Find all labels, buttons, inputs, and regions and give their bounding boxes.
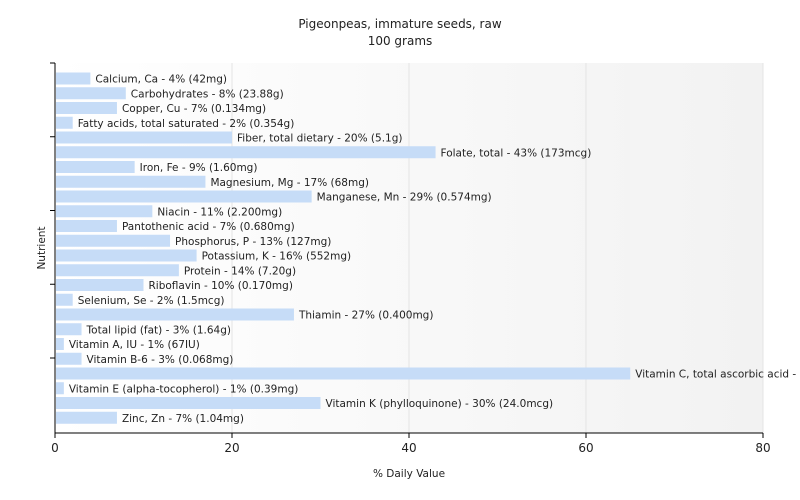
bar-21 [56, 382, 64, 395]
bar-4 [56, 131, 232, 144]
bar-16 [56, 308, 294, 321]
bar-label-20: Vitamin C, total ascorbic acid - 65% (39… [635, 369, 800, 381]
bar-label-3: Fatty acids, total saturated - 2% (0.354… [78, 118, 295, 130]
bar-22 [56, 397, 321, 409]
bar-3 [56, 116, 73, 129]
x-tick-label-4: 80 [755, 441, 770, 455]
x-tick-label-2: 40 [401, 441, 416, 455]
bar-2 [56, 102, 117, 114]
bar-9 [56, 205, 153, 218]
bar-6 [56, 161, 135, 173]
bar-label-11: Phosphorus, P - 13% (127mg) [175, 236, 331, 248]
chart-subtitle: 100 grams [368, 34, 433, 48]
bar-label-22: Vitamin K (phylloquinone) - 30% (24.0mcg… [326, 398, 554, 410]
bar-label-5: Folate, total - 43% (173mcg) [441, 147, 592, 159]
bars: Calcium, Ca - 4% (42mg) Carbohydrates - 8… [56, 72, 800, 425]
bar-1 [56, 87, 126, 100]
bar-19 [56, 352, 82, 365]
bar-5 [56, 146, 436, 159]
bar-12 [56, 249, 197, 262]
bar-label-2: Copper, Cu - 7% (0.134mg) [122, 103, 266, 115]
bar-15 [56, 293, 73, 306]
bar-label-18: Vitamin A, IU - 1% (67IU) [69, 339, 200, 351]
x-tick-label-0: 0 [51, 441, 59, 455]
bar-label-0: Calcium, Ca - 4% (42mg) [95, 74, 227, 86]
y-axis-title: Nutrient [36, 226, 48, 269]
x-tick-label-1: 20 [224, 441, 239, 455]
bar-18 [56, 338, 64, 350]
bar-23 [56, 411, 117, 424]
bar-label-13: Protein - 14% (7.20g) [184, 265, 296, 277]
bar-label-6: Iron, Fe - 9% (1.60mg) [140, 162, 258, 174]
bar-14 [56, 279, 144, 291]
bar-13 [56, 264, 179, 277]
bar-17 [56, 323, 82, 336]
bar-0 [56, 72, 91, 85]
bar-label-23: Zinc, Zn - 7% (1.04mg) [122, 413, 244, 425]
bar-label-1: Carbohydrates - 8% (23.88g) [131, 88, 284, 100]
x-tick-label-3: 60 [578, 441, 593, 455]
bar-label-15: Selenium, Se - 2% (1.5mcg) [78, 295, 225, 307]
bar-11 [56, 234, 171, 247]
x-axis-title: % Daily Value [373, 468, 445, 480]
bar-label-10: Pantothenic acid - 7% (0.680mg) [122, 221, 295, 233]
bar-20 [56, 367, 631, 380]
bar-label-7: Magnesium, Mg - 17% (68mg) [210, 177, 369, 189]
bar-label-12: Potassium, K - 16% (552mg) [202, 251, 352, 263]
axes: 0 20 40 60 80 [50, 62, 771, 455]
bar-8 [56, 190, 312, 203]
bar-10 [56, 220, 117, 232]
bar-label-4: Fiber, total dietary - 20% (5.1g) [237, 133, 402, 145]
bar-label-8: Manganese, Mn - 29% (0.574mg) [317, 192, 492, 204]
chart-title: Pigeonpeas, immature seeds, raw [298, 17, 502, 31]
bar-label-19: Vitamin B-6 - 3% (0.068mg) [87, 354, 234, 366]
bar-label-21: Vitamin E (alpha-tocopherol) - 1% (0.39m… [69, 383, 299, 395]
bar-7 [56, 175, 206, 188]
bar-label-14: Riboflavin - 10% (0.170mg) [149, 280, 293, 292]
bar-label-17: Total lipid (fat) - 3% (1.64g) [86, 324, 231, 336]
bar-label-16: Thiamin - 27% (0.400mg) [298, 310, 434, 322]
bar-label-9: Niacin - 11% (2.200mg) [157, 206, 282, 218]
